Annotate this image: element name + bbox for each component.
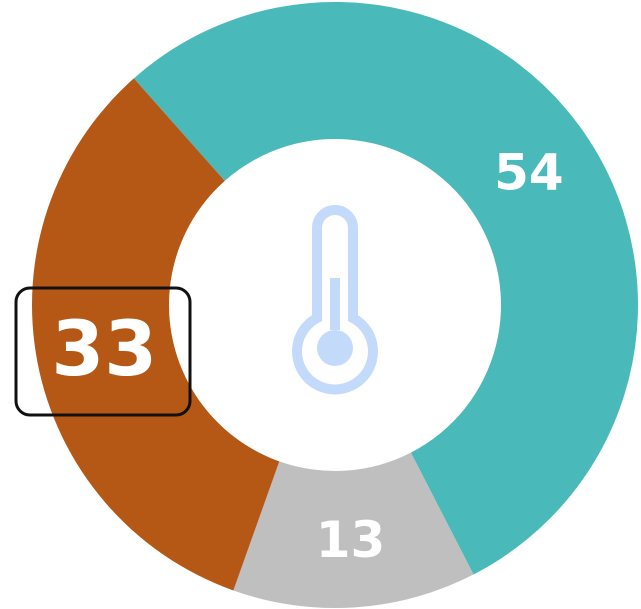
slice [31,78,280,591]
thermometer-outline [292,205,378,395]
slice [233,452,474,609]
data-label: 13 [316,511,386,569]
slices [31,2,638,609]
thermometer-icon [292,205,378,395]
highlight-box [14,286,192,417]
thermometer-bulb [317,330,353,366]
data-label: 33 [51,304,157,393]
slice [133,2,638,575]
data-label: 54 [494,144,564,202]
labels: 54 13 33 [51,144,563,569]
